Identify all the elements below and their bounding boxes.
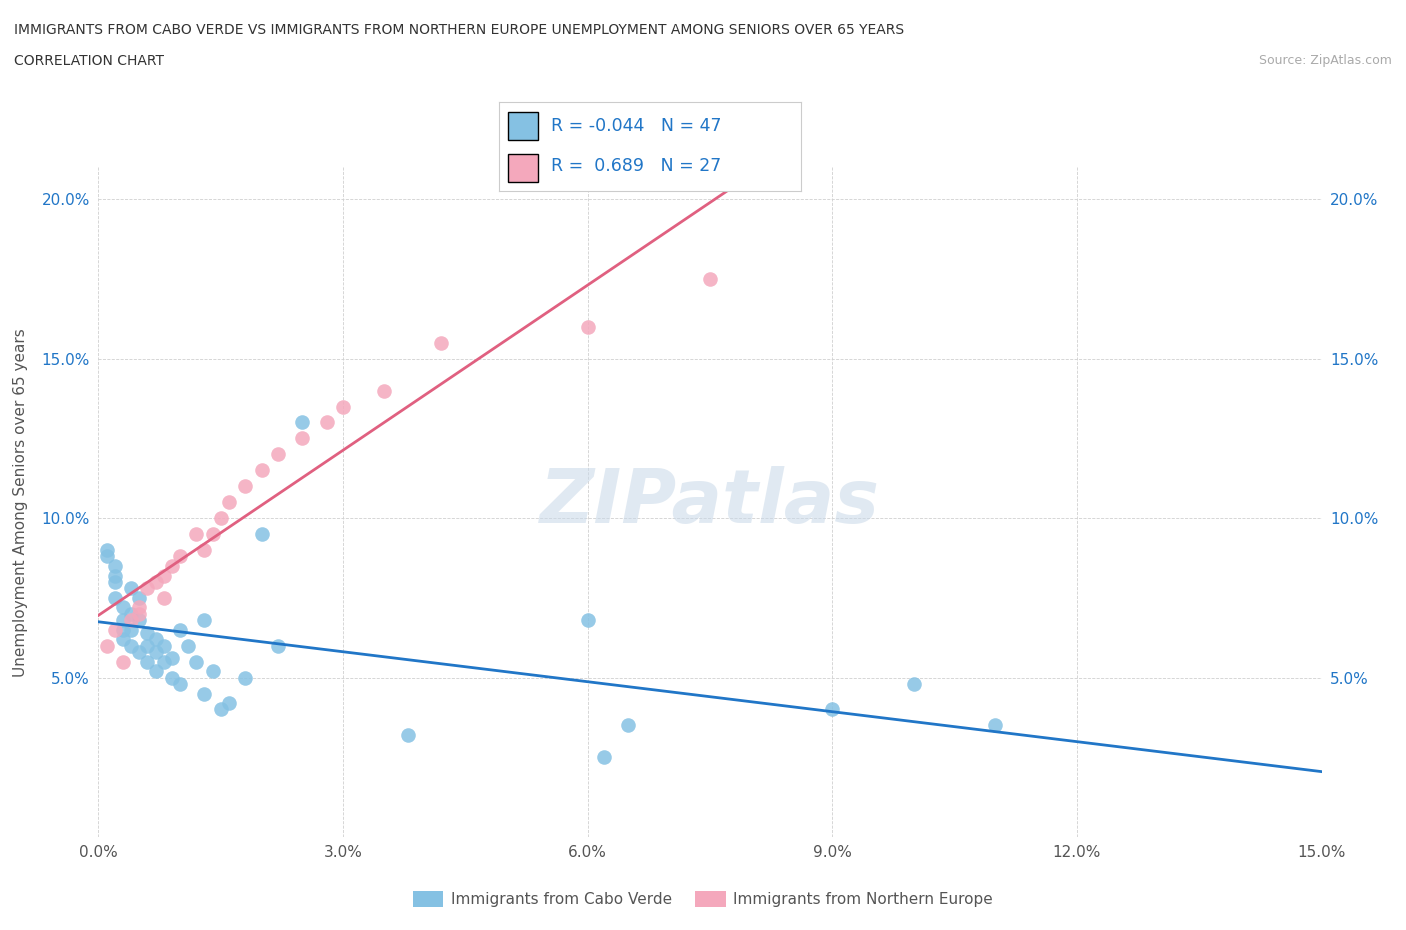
Point xyxy=(111,613,134,628)
Point xyxy=(201,664,224,679)
Point xyxy=(96,542,118,557)
Text: R =  0.689   N = 27: R = 0.689 N = 27 xyxy=(551,157,721,175)
Point xyxy=(160,651,183,666)
Point xyxy=(576,319,599,334)
Point xyxy=(169,549,191,564)
Point xyxy=(104,559,127,574)
Point xyxy=(267,447,290,462)
Point xyxy=(136,626,159,641)
Point xyxy=(186,526,208,541)
Point xyxy=(111,654,134,669)
Point xyxy=(218,495,240,510)
FancyBboxPatch shape xyxy=(508,153,538,182)
Point xyxy=(120,638,142,653)
Point xyxy=(218,696,240,711)
Point xyxy=(193,686,215,701)
Point xyxy=(169,622,191,637)
Point xyxy=(136,654,159,669)
Point xyxy=(152,591,174,605)
Point xyxy=(152,654,174,669)
Point xyxy=(201,526,224,541)
Point xyxy=(193,542,215,557)
Point xyxy=(104,622,127,637)
Point xyxy=(152,638,174,653)
Text: R = -0.044   N = 47: R = -0.044 N = 47 xyxy=(551,117,721,135)
Point xyxy=(111,600,134,615)
Point xyxy=(267,638,290,653)
Point xyxy=(136,638,159,653)
Text: Source: ZipAtlas.com: Source: ZipAtlas.com xyxy=(1258,54,1392,67)
Point xyxy=(104,568,127,583)
Y-axis label: Unemployment Among Seniors over 65 years: Unemployment Among Seniors over 65 years xyxy=(13,328,28,677)
Point xyxy=(160,559,183,574)
Point xyxy=(128,606,150,621)
Point xyxy=(169,676,191,691)
Point xyxy=(128,613,150,628)
Legend: Immigrants from Cabo Verde, Immigrants from Northern Europe: Immigrants from Cabo Verde, Immigrants f… xyxy=(406,884,1000,913)
Point xyxy=(177,638,200,653)
Point xyxy=(145,664,167,679)
Point xyxy=(96,549,118,564)
Point xyxy=(128,591,150,605)
Point xyxy=(250,463,273,478)
Point xyxy=(233,479,256,494)
Point xyxy=(250,526,273,541)
Point xyxy=(209,511,232,525)
Point xyxy=(291,415,314,430)
Point xyxy=(903,676,925,691)
Text: ZIPatlas: ZIPatlas xyxy=(540,466,880,538)
Point xyxy=(233,671,256,685)
Text: IMMIGRANTS FROM CABO VERDE VS IMMIGRANTS FROM NORTHERN EUROPE UNEMPLOYMENT AMONG: IMMIGRANTS FROM CABO VERDE VS IMMIGRANTS… xyxy=(14,23,904,37)
Point xyxy=(152,568,174,583)
Point xyxy=(145,631,167,646)
Point xyxy=(120,622,142,637)
FancyBboxPatch shape xyxy=(508,112,538,140)
Point xyxy=(120,581,142,596)
Point xyxy=(104,575,127,590)
Point xyxy=(821,702,844,717)
Point xyxy=(120,606,142,621)
Text: CORRELATION CHART: CORRELATION CHART xyxy=(14,54,165,68)
Point xyxy=(128,600,150,615)
Point xyxy=(699,272,721,286)
Point xyxy=(209,702,232,717)
Point xyxy=(617,718,640,733)
Point xyxy=(373,383,395,398)
Point xyxy=(136,581,159,596)
Point xyxy=(315,415,337,430)
Point xyxy=(160,671,183,685)
Point xyxy=(396,727,419,742)
Point xyxy=(111,622,134,637)
Point xyxy=(193,613,215,628)
Point xyxy=(430,336,453,351)
Point xyxy=(111,631,134,646)
Point xyxy=(128,644,150,659)
Point xyxy=(104,591,127,605)
Point xyxy=(145,644,167,659)
Point xyxy=(332,399,354,414)
Point xyxy=(576,613,599,628)
Point xyxy=(96,638,118,653)
Point xyxy=(291,431,314,445)
Point xyxy=(593,750,616,764)
Point xyxy=(984,718,1007,733)
Point xyxy=(120,613,142,628)
Point xyxy=(186,654,208,669)
Point xyxy=(145,575,167,590)
